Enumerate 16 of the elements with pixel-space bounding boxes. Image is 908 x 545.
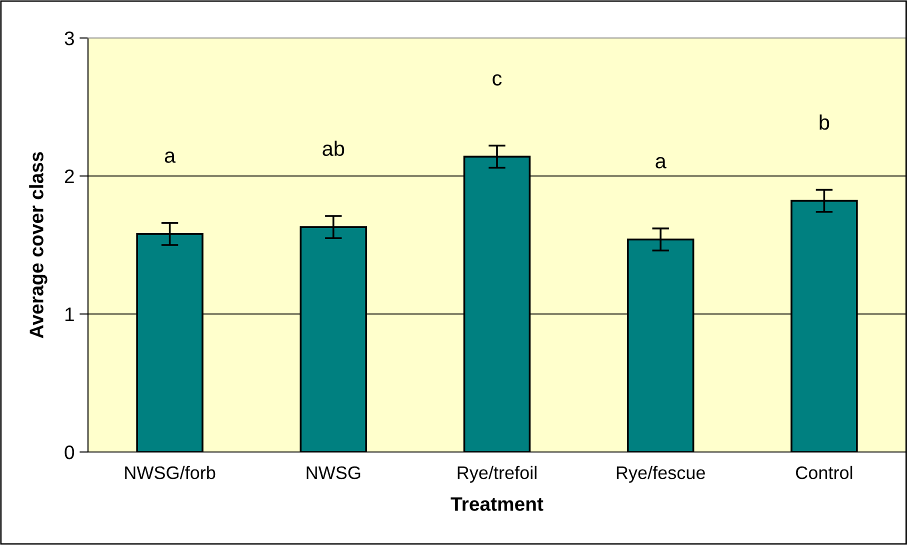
annotation: b	[820, 114, 830, 130]
x-tick-label: Rye/trefoil	[458, 466, 536, 483]
annotation: ab	[322, 140, 344, 156]
y-tick-label: 1	[65, 308, 74, 322]
x-tick-label: Control	[796, 466, 852, 480]
annotation: a	[164, 151, 176, 163]
x-tick-label: NWSG	[306, 466, 360, 480]
x-tick-label: NWSG/forb	[125, 466, 216, 480]
y-axis-title: Average cover class	[29, 152, 48, 338]
x-axis-title: Treatment	[450, 497, 544, 511]
annotation: c	[492, 74, 502, 86]
y-tick-label: 2	[64, 169, 74, 184]
y-tick-label: 3	[64, 31, 74, 46]
y-tick-label: 0	[64, 445, 74, 460]
x-tick-label: Rye/fescue	[616, 466, 705, 483]
annotation: a	[656, 157, 666, 168]
